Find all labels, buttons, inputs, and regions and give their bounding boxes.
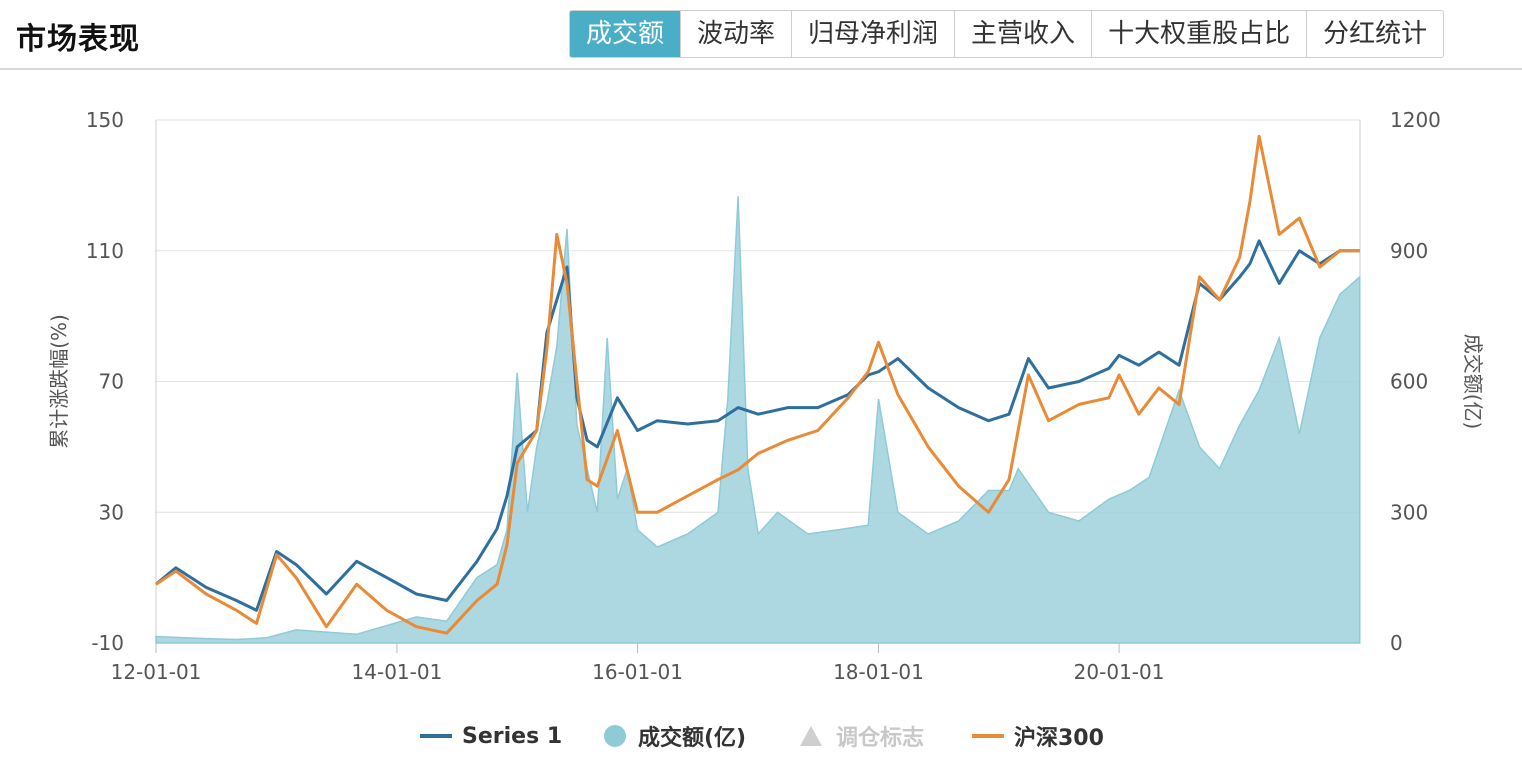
- y-right-tick-label: 600: [1390, 370, 1428, 394]
- x-tick-label: 20-01-01: [1074, 660, 1165, 684]
- y-left-axis-title: 累计涨跌幅(%): [47, 314, 71, 449]
- legend-turnover[interactable]: 成交额(亿): [604, 716, 746, 756]
- metric-tabs: 成交额 波动率 归母净利润 主营收入 十大权重股占比 分红统计: [569, 10, 1445, 58]
- legend-series1[interactable]: Series 1: [420, 716, 562, 756]
- page-title: 市场表现: [16, 22, 140, 57]
- legend-hs300[interactable]: 沪深300: [972, 716, 1104, 756]
- y-right-tick-label: 1200: [1390, 108, 1441, 132]
- tab-volatility[interactable]: 波动率: [680, 11, 792, 57]
- line-icon: [420, 734, 452, 738]
- y-right-tick-label: 900: [1390, 239, 1428, 263]
- x-tick-label: 14-01-01: [352, 660, 443, 684]
- x-tick-label: 18-01-01: [833, 660, 924, 684]
- tab-revenue[interactable]: 主营收入: [954, 11, 1092, 57]
- x-tick-label: 16-01-01: [592, 660, 683, 684]
- header-bar: 市场表现 成交额 波动率 归母净利润 主营收入 十大权重股占比 分红统计: [0, 0, 1522, 70]
- legend-rebalance[interactable]: 调仓标志: [800, 716, 924, 756]
- market-chart: -10 30 70 110 150 0 300 600 900 1200 12-01-01 14-01…: [47, 108, 1485, 684]
- y-right-axis-title: 成交额(亿): [1461, 334, 1485, 430]
- y-left-tick-label: 30: [99, 500, 124, 524]
- series-hs300-line: [155, 134, 1360, 635]
- triangle-icon: [800, 726, 822, 746]
- y-left-tick-label: -10: [91, 631, 124, 655]
- legend-label-series1: Series 1: [462, 723, 563, 749]
- x-tick-label: 12-01-01: [111, 660, 202, 684]
- tab-top10-weight[interactable]: 十大权重股占比: [1091, 11, 1307, 57]
- y-left-tick-label: 150: [86, 108, 124, 132]
- legend-label-hs300: 沪深300: [1014, 726, 1104, 751]
- y-right-tick-label: 300: [1390, 500, 1428, 524]
- tab-dividend[interactable]: 分红统计: [1306, 11, 1444, 57]
- tab-net-profit[interactable]: 归母净利润: [791, 11, 955, 57]
- legend-label-rebalance: 调仓标志: [836, 726, 925, 751]
- tab-turnover[interactable]: 成交额: [570, 11, 681, 57]
- line-icon: [972, 734, 1004, 738]
- y-left-tick-label: 70: [99, 370, 124, 394]
- chart-legend: Series 1 成交额(亿) 调仓标志 沪深300: [0, 716, 1522, 756]
- series-turnover-area: [155, 196, 1361, 644]
- y-right-tick-label: 0: [1390, 631, 1403, 655]
- legend-label-turnover: 成交额(亿): [638, 726, 747, 751]
- dot-icon: [604, 725, 626, 747]
- series-1-line: [155, 239, 1360, 612]
- y-left-tick-label: 110: [86, 239, 124, 263]
